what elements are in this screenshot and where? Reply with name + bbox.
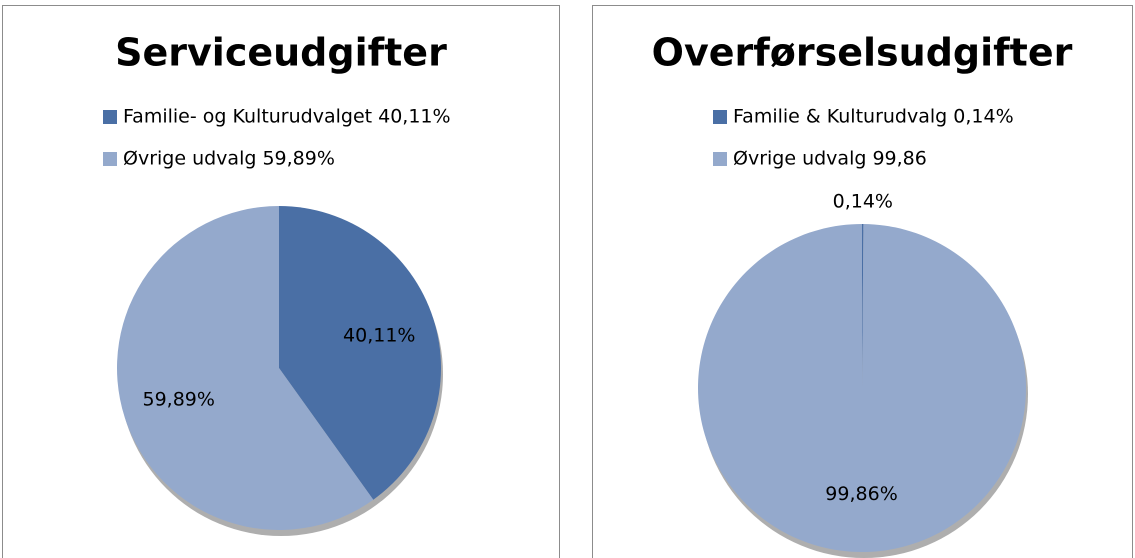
pie-slice: [862, 224, 864, 388]
data-label: 40,11%: [343, 324, 415, 346]
pie-slice: [117, 206, 374, 530]
legend-label: Øvrige udvalg 99,86: [733, 148, 927, 170]
data-label: 0,14%: [833, 191, 893, 213]
legend-swatch: [713, 110, 727, 124]
pie-slice: [697, 224, 1026, 552]
legend-swatch: [103, 110, 117, 124]
legend-swatch: [103, 152, 117, 166]
data-label: 59,89%: [143, 389, 215, 411]
legend-label: Familie & Kulturudvalg 0,14%: [733, 106, 1014, 128]
chart-title: Overførselsudgifter: [652, 31, 1073, 75]
chart-title: Serviceudgifter: [115, 31, 447, 75]
pie-slice: [279, 206, 442, 500]
legend-label: Familie- og Kulturudvalget 40,11%: [123, 106, 451, 128]
data-label: 99,86%: [825, 483, 897, 505]
legend-label: Øvrige udvalg 59,89%: [123, 148, 335, 170]
legend-swatch: [713, 152, 727, 166]
